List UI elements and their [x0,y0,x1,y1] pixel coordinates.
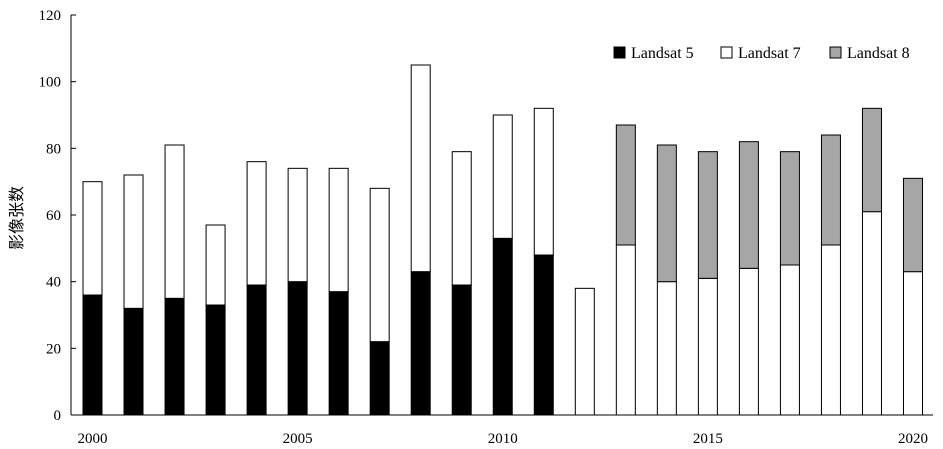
legend-swatch [720,46,733,59]
bar-segment [205,304,226,416]
bar-segment [492,114,513,239]
bar-segment [697,277,718,416]
bar-segment [369,187,390,343]
bar-segment [779,151,800,266]
bar-segment [82,294,103,416]
bar-segment [410,271,431,416]
bar-segment [246,284,267,416]
y-tick-label: 20 [46,341,61,357]
bar-segment [738,267,759,416]
y-tick-label: 0 [54,408,62,424]
bar-segment [123,307,144,416]
y-tick-label: 60 [46,208,61,224]
bar-segment [779,264,800,416]
bar-segment [903,271,923,416]
x-tick-label: 2000 [78,431,108,447]
bar-segment [246,161,267,286]
bar-segment [82,181,103,296]
bar-segment [328,167,349,293]
bar-segment [533,254,554,416]
bar-segment [697,151,718,279]
bar-segment [451,284,472,416]
x-tick-label: 2020 [898,431,928,447]
bar-segment [123,174,144,309]
x-axis: 2000 2005 2010 2015 2020 [71,411,933,447]
bar-segment [369,341,390,416]
bar-segment [820,244,841,416]
bar-segment [287,167,308,283]
bar-segment [451,151,472,286]
bar-segment [164,144,185,299]
bar-segment [328,291,349,416]
bar-segment [615,244,636,416]
y-axis-label: 影像张数 [7,186,26,250]
x-tick-label: 2015 [693,431,723,447]
bar-segment [615,124,636,246]
legend-swatch [613,46,626,59]
y-tick-label: 100 [39,75,62,91]
bar-segment [820,134,841,246]
bar-segment [738,141,759,269]
legend-label: Landsat 5 [631,45,694,62]
bar-segment [574,287,595,416]
bar-segment [205,224,226,306]
legend-label: Landsat 7 [738,45,801,62]
x-tick-label: 2010 [488,431,518,447]
legend: Landsat 5 Landsat 7 Landsat 8 [613,45,910,62]
y-axis: 0 20 40 60 80 100 120 [39,8,76,424]
bar-segment [861,211,882,416]
bar-segment [861,107,882,213]
bar-segment [492,237,513,416]
y-tick-label: 80 [46,141,61,157]
bar-segment [903,177,923,273]
y-tick-label: 120 [39,8,62,24]
bar-segment [656,281,677,416]
bar-segment [410,64,431,273]
bar-segment [656,144,677,283]
legend-swatch [829,46,842,59]
bar-segment [533,107,554,256]
bar-segment [287,281,308,416]
bars [82,64,923,416]
x-tick-label: 2005 [283,431,313,447]
bar-segment [164,297,185,416]
y-tick-label: 40 [46,275,61,291]
legend-label: Landsat 8 [847,45,910,62]
